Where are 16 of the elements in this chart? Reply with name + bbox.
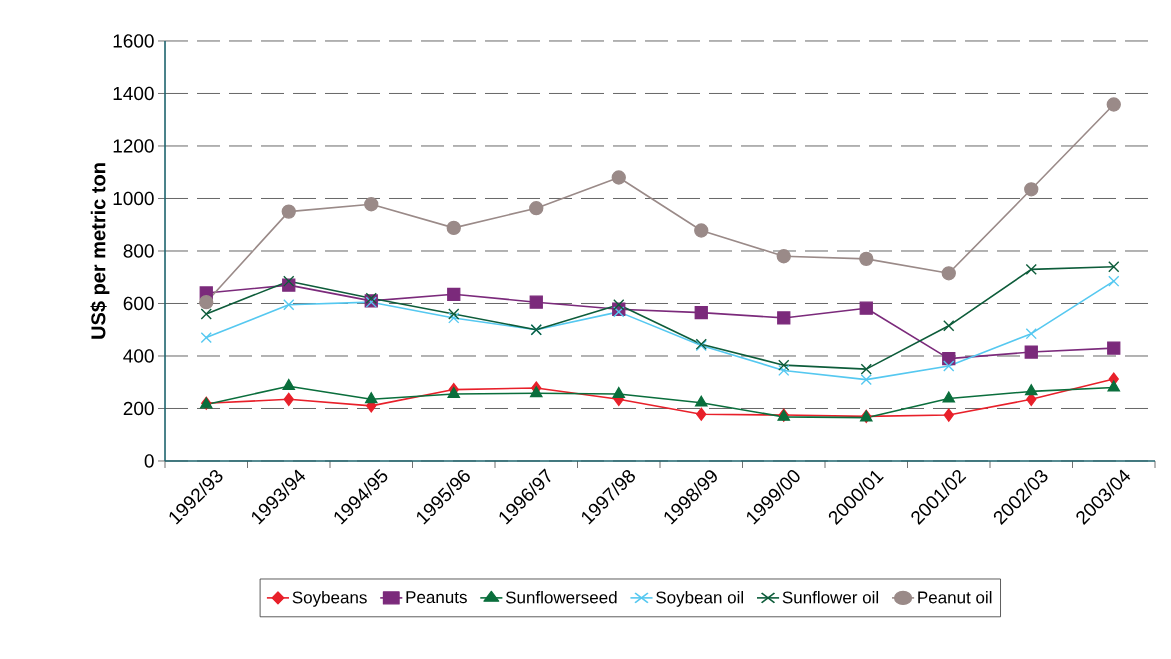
legend-label: Sunflowerseed <box>505 590 617 604</box>
y-tick-label: 1000 <box>113 191 154 206</box>
y-tick-label: 400 <box>123 349 154 363</box>
y-tick-label: 1600 <box>113 34 154 48</box>
legend-label: Peanut oil <box>918 590 992 604</box>
legend-label: Soybean oil <box>656 590 744 607</box>
y-tick-label: 600 <box>123 296 154 311</box>
legend-label: Sunflower oil <box>782 590 879 604</box>
y-tick-label: 1200 <box>113 139 154 153</box>
legend-label: Peanuts <box>406 591 467 604</box>
y-tick-label: 800 <box>123 244 154 258</box>
y-tick-label: 1400 <box>113 86 154 101</box>
legend-label: Soybeans <box>292 590 367 607</box>
y-tick-label: 200 <box>123 401 154 416</box>
y-tick-label: 0 <box>144 454 154 468</box>
y-axis-title: US$ per metric ton <box>90 163 110 339</box>
